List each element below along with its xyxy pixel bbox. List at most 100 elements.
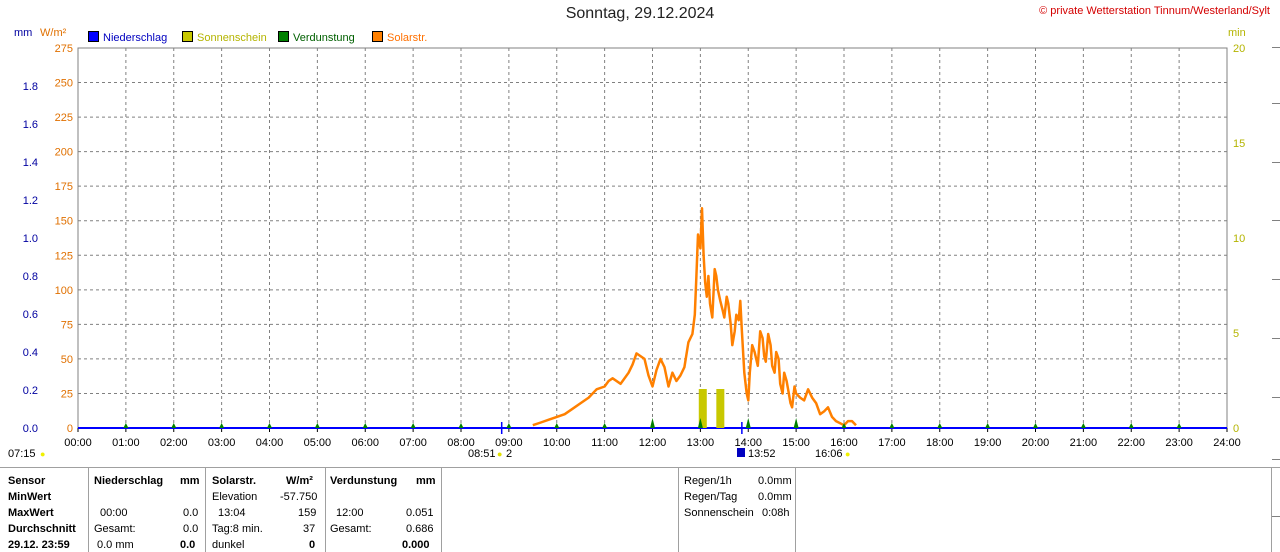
rain-last-value: 0.0 mm xyxy=(97,539,134,551)
y-tick-label-mm: 1.4 xyxy=(23,157,38,169)
solar-dark-value: 0 xyxy=(309,539,316,551)
x-tick-label: 11:00 xyxy=(591,437,618,449)
unit-min-label: min xyxy=(1228,27,1246,39)
y-tick-label-min: 5 xyxy=(1233,328,1239,340)
copyright-notice: © private Wetterstation Tinnum/Westerlan… xyxy=(1039,5,1270,17)
legend-label: Verdunstung xyxy=(293,32,355,44)
evaporation-marker xyxy=(554,423,560,428)
y-tick-label-wm2: 275 xyxy=(55,43,73,55)
table-divider xyxy=(1271,467,1272,552)
x-tick-label: 05:00 xyxy=(304,437,332,449)
legend-swatch-niederschlag xyxy=(88,31,99,42)
evaporation-marker xyxy=(506,423,512,428)
sun-start-label: 08:51 xyxy=(468,448,496,460)
table-divider xyxy=(205,467,206,552)
evaporation-marker xyxy=(1080,423,1086,428)
x-tick-label: 00:00 xyxy=(64,437,92,449)
evaporation-marker xyxy=(602,423,608,428)
y-tick-label-min: 20 xyxy=(1233,43,1245,55)
y-tick-label-wm2: 25 xyxy=(61,388,73,400)
x-tick-label: 02:00 xyxy=(160,437,188,449)
summary-rain-day-value: 0.0mm xyxy=(758,491,792,503)
edge-tick xyxy=(1272,338,1280,339)
solar-day-label: Tag:8 min. xyxy=(212,523,263,535)
x-tick-label: 15:00 xyxy=(782,437,810,449)
legend-item-solarstr: Solarstr. xyxy=(372,31,427,44)
evaporation-marker xyxy=(1176,423,1182,428)
evaporation-marker xyxy=(458,423,464,428)
x-tick-label: 13:00 xyxy=(687,437,715,449)
evaporation-marker xyxy=(745,418,751,428)
unit-mm-label: mm xyxy=(14,27,33,39)
y-tick-label-wm2: 50 xyxy=(61,354,73,366)
summary-sunshine-label: Sonnenschein xyxy=(684,507,754,519)
evaporation-marker xyxy=(362,423,368,428)
y-tick-label-mm: 0.8 xyxy=(23,271,38,283)
minwert-label: MinWert xyxy=(8,491,52,503)
maxwert-label: MaxWert xyxy=(8,507,54,519)
table-divider xyxy=(678,467,679,552)
sun-start-count: 2 xyxy=(506,448,513,460)
table-top-border xyxy=(0,467,1280,468)
plot-area xyxy=(77,47,1228,429)
y-tick-label-wm2: 225 xyxy=(55,112,73,124)
evaporation-marker xyxy=(123,423,129,428)
y-tick-label-min: 15 xyxy=(1233,138,1245,150)
edge-tick xyxy=(1272,516,1280,517)
table-divider xyxy=(795,467,796,552)
evaporation-marker xyxy=(889,423,895,428)
y-tick-label-mm: 0.6 xyxy=(23,309,38,321)
x-tick-label: 14:00 xyxy=(734,437,762,449)
evaporation-marker xyxy=(171,423,177,428)
y-tick-label-wm2: 100 xyxy=(55,285,73,297)
legend-label: Solarstr. xyxy=(387,32,428,44)
edge-tick xyxy=(1272,397,1280,398)
evaporation-marker xyxy=(937,423,943,428)
legend-swatch-solarstr xyxy=(372,31,383,42)
legend-swatch-sonnenschein xyxy=(182,31,193,42)
x-tick-label: 18:00 xyxy=(926,437,954,449)
legend-item-niederschlag: Niederschlag xyxy=(88,31,167,44)
table-divider xyxy=(441,467,442,552)
rain-unit: mm xyxy=(180,475,200,487)
y-tick-label-mm: 0.4 xyxy=(23,347,38,359)
evaporation-marker xyxy=(841,423,847,428)
x-tick-label: 23:00 xyxy=(1165,437,1193,449)
legend-label: Sonnenschein xyxy=(197,32,267,44)
y-tick-label-wm2: 250 xyxy=(55,78,73,90)
evaporation-marker xyxy=(1128,423,1134,428)
rain-marker-icon xyxy=(737,448,745,457)
y-tick-label-wm2: 150 xyxy=(55,216,73,228)
evaporation-marker xyxy=(697,418,703,428)
x-tick-label: 12:00 xyxy=(639,437,667,449)
y-tick-label-min: 10 xyxy=(1233,233,1245,245)
summary-rain-hour-value: 0.0mm xyxy=(758,475,792,487)
evap-total-label: Gesamt: xyxy=(330,523,372,535)
edge-tick xyxy=(1272,103,1280,104)
x-tick-label: 24:00 xyxy=(1213,437,1241,449)
x-tick-label: 10:00 xyxy=(543,437,571,449)
table-divider xyxy=(88,467,89,552)
edge-tick xyxy=(1272,220,1280,221)
y-tick-label-mm: 1.6 xyxy=(23,119,38,131)
sensor-header: Sensor xyxy=(8,475,46,487)
edge-tick xyxy=(1272,47,1280,48)
y-tick-label-mm: 0.2 xyxy=(23,385,38,397)
solar-header: Solarstr. xyxy=(212,475,257,487)
sun-icon: ● xyxy=(40,449,46,459)
y-tick-label-mm: 0.0 xyxy=(23,423,38,435)
summary-sunshine-value: 0:08h xyxy=(762,507,790,519)
rain-max-value: 0.0 xyxy=(183,507,199,519)
x-tick-label: 20:00 xyxy=(1022,437,1050,449)
sunshine-bar xyxy=(716,389,725,428)
sunshine-bar xyxy=(698,389,707,428)
x-tick-label: 06:00 xyxy=(351,437,379,449)
solar-day-value: 37 xyxy=(303,523,316,535)
elevation-label: Elevation xyxy=(212,491,258,503)
y-tick-label-min: 0 xyxy=(1233,423,1239,435)
legend-item-verdunstung: Verdunstung xyxy=(278,31,355,44)
evaporation-marker xyxy=(650,418,655,428)
table-divider xyxy=(325,467,326,552)
timestamp-label: 29.12. 23:59 xyxy=(8,539,70,551)
evap-last-value: 0.000 xyxy=(402,539,430,551)
